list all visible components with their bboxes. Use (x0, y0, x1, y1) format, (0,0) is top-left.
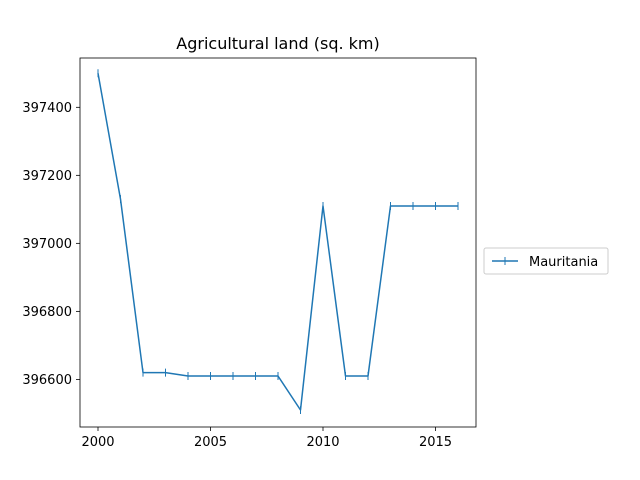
legend: Mauritania (483, 247, 609, 275)
y-tick-label: 396600 (22, 373, 72, 388)
x-tick-label: 2000 (81, 435, 114, 450)
y-tick-label: 397200 (22, 169, 72, 184)
axes-frame (79, 57, 477, 428)
legend-box (483, 247, 609, 275)
x-tick-label: 2015 (419, 435, 452, 450)
legend-label-mauritania: Mauritania (529, 255, 598, 270)
chart-title: Agricultural land (sq. km) (176, 34, 379, 53)
x-tick-label: 2010 (306, 435, 339, 450)
y-tick-label: 397000 (22, 237, 72, 252)
y-tick-label: 396800 (22, 305, 72, 320)
axes: 2000 2005 2010 2015 396600 396800 397000 397200… (22, 57, 477, 450)
y-tick-label: 397400 (22, 101, 72, 116)
plot-area (97, 69, 459, 414)
x-tick-label: 2005 (194, 435, 227, 450)
